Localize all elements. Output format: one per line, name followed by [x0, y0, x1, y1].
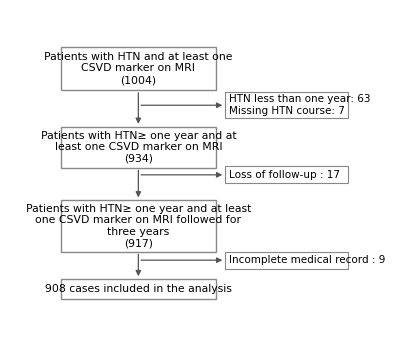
- Text: 908 cases included in the analysis: 908 cases included in the analysis: [45, 284, 232, 294]
- Text: Incomplete medical record : 9: Incomplete medical record : 9: [229, 255, 385, 265]
- Text: Loss of follow-up : 17: Loss of follow-up : 17: [229, 170, 340, 180]
- FancyBboxPatch shape: [61, 279, 216, 299]
- FancyBboxPatch shape: [225, 92, 348, 118]
- FancyBboxPatch shape: [61, 47, 216, 90]
- FancyBboxPatch shape: [61, 127, 216, 168]
- FancyBboxPatch shape: [61, 201, 216, 252]
- Text: Patients with HTN≥ one year and at
least one CSVD marker on MRI
(934): Patients with HTN≥ one year and at least…: [40, 131, 236, 164]
- FancyBboxPatch shape: [225, 166, 348, 183]
- Text: Patients with HTN and at least one
CSVD marker on MRI
(1004): Patients with HTN and at least one CSVD …: [44, 52, 233, 85]
- FancyBboxPatch shape: [225, 252, 348, 269]
- Text: Patients with HTN≥ one year and at least
one CSVD marker on MRI followed for
thr: Patients with HTN≥ one year and at least…: [26, 204, 251, 249]
- Text: HTN less than one year: 63
Missing HTN course: 7: HTN less than one year: 63 Missing HTN c…: [229, 94, 370, 116]
